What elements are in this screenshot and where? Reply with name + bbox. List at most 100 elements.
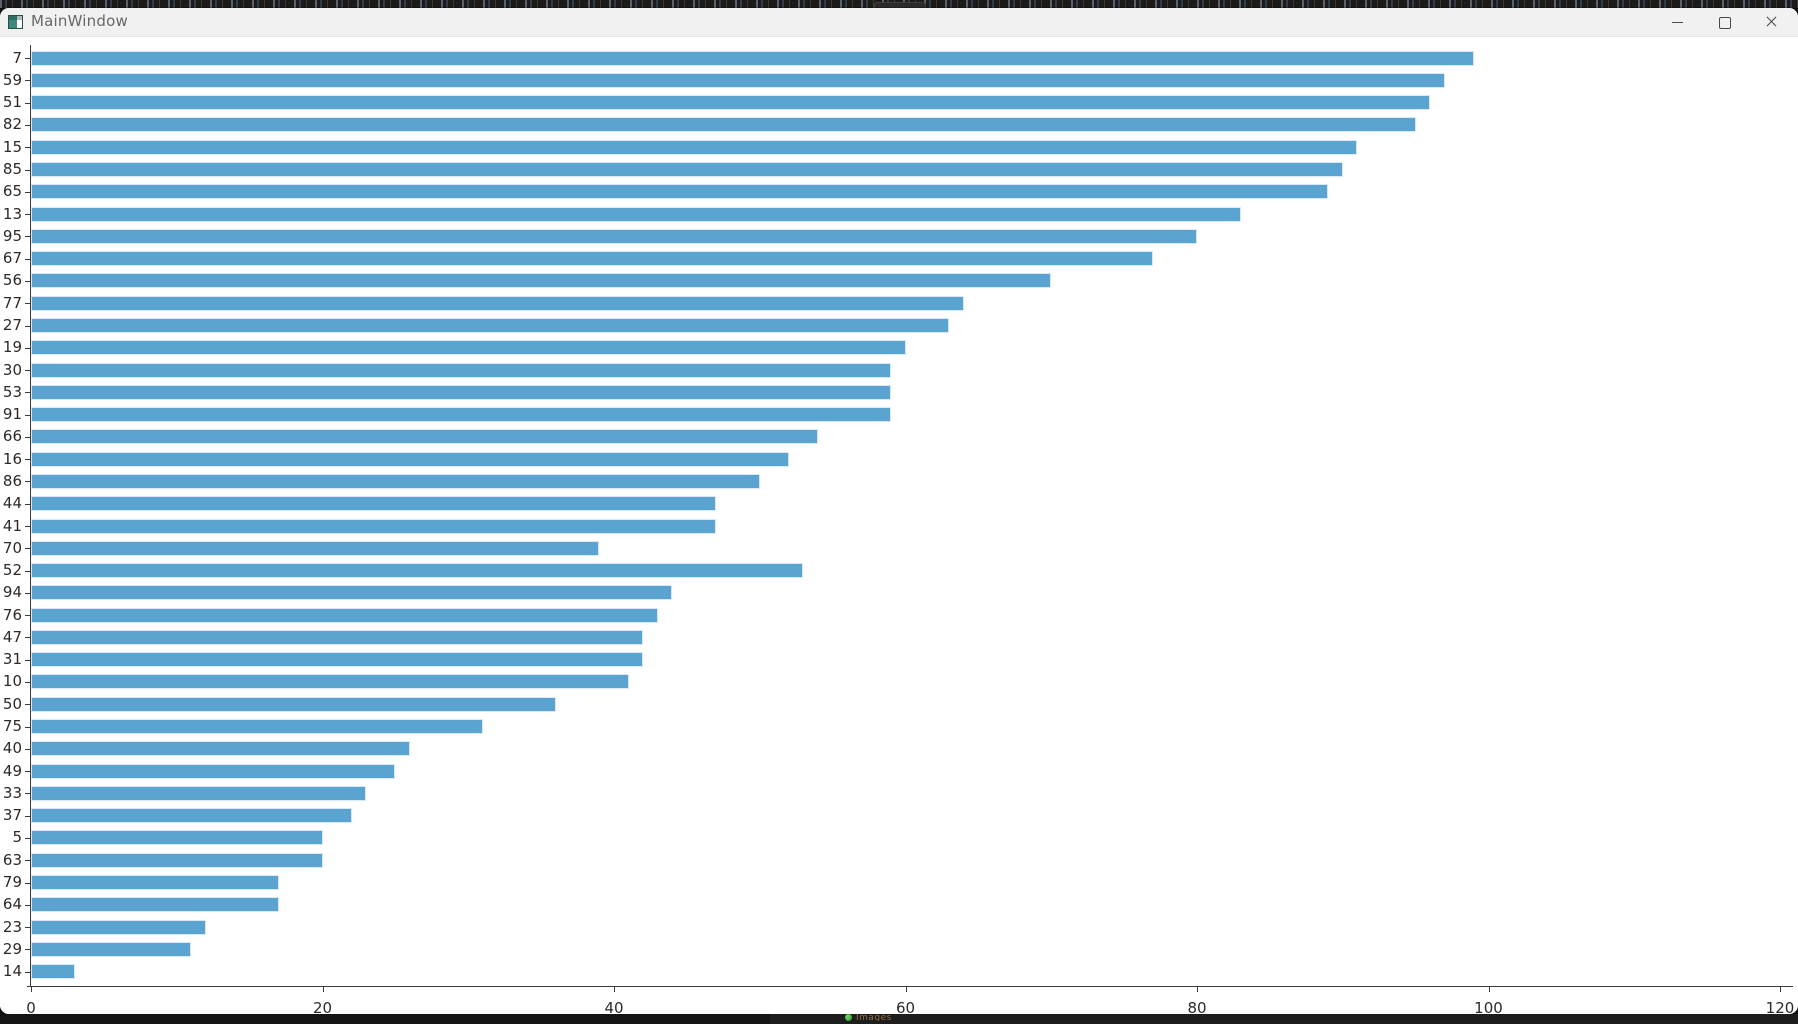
y-tick: [25, 816, 30, 817]
y-tick-label: 70: [2, 538, 22, 557]
y-tick-label: 94: [2, 583, 22, 602]
tray-label: Images: [856, 1013, 892, 1021]
y-tick-label: 65: [2, 182, 22, 201]
x-tick-label: 60: [895, 999, 916, 1017]
bar: [31, 652, 644, 668]
bar: [31, 585, 673, 601]
y-tick-label: 19: [2, 338, 22, 357]
y-tick: [25, 860, 30, 861]
window-titlebar[interactable]: MainWindow: [0, 8, 1798, 37]
y-tick: [25, 593, 30, 594]
y-tick-label: 41: [2, 516, 22, 535]
x-axis-spine: [27, 986, 1793, 987]
bar: [31, 117, 1416, 133]
y-tick-label: 33: [2, 783, 22, 802]
y-tick: [25, 259, 30, 260]
y-tick: [25, 170, 30, 171]
y-tick: [25, 660, 30, 661]
y-tick-label: 5: [12, 828, 22, 847]
minimize-button[interactable]: [1654, 8, 1701, 36]
bar: [31, 696, 556, 712]
close-button[interactable]: [1748, 8, 1795, 36]
y-tick: [25, 883, 30, 884]
y-tick-label: 44: [2, 494, 22, 513]
y-tick-label: 13: [2, 204, 22, 223]
y-tick: [25, 214, 30, 215]
y-tick-label: 31: [2, 650, 22, 669]
y-tick-label: 14: [2, 962, 22, 981]
y-tick-label: 91: [2, 405, 22, 424]
y-tick-label: 37: [2, 806, 22, 825]
y-tick-label: 64: [2, 895, 22, 914]
x-tick-label: 100: [1474, 999, 1503, 1017]
y-tick-label: 52: [2, 561, 22, 580]
bar: [31, 295, 964, 311]
y-tick-label: 95: [2, 226, 22, 245]
y-tick: [25, 949, 30, 950]
y-tick-label: 30: [2, 360, 22, 379]
bar: [31, 139, 1358, 155]
y-tick-label: 77: [2, 293, 22, 312]
y-tick: [25, 504, 30, 505]
y-tick-label: 76: [2, 605, 22, 624]
y-tick-label: 66: [2, 427, 22, 446]
y-tick-label: 86: [2, 471, 22, 490]
main-window: MainWindow 7 59 51 82 15 85 65 13 95 67 56 77 27 19 30…: [0, 8, 1798, 1017]
bar: [31, 808, 352, 824]
bar: [31, 741, 410, 757]
y-tick: [25, 793, 30, 794]
y-tick: [25, 459, 30, 460]
bar: [31, 964, 75, 980]
minimize-icon: [1672, 22, 1683, 23]
y-tick: [25, 281, 30, 282]
y-tick: [25, 326, 30, 327]
x-tick: [1489, 987, 1490, 992]
y-tick: [25, 727, 30, 728]
y-tick: [25, 927, 30, 928]
bar: [31, 719, 483, 735]
y-tick: [25, 749, 30, 750]
y-tick: [25, 481, 30, 482]
y-tick-label: 63: [2, 850, 22, 869]
bar: [31, 451, 789, 467]
y-tick-label: 27: [2, 316, 22, 334]
y-tick: [25, 615, 30, 616]
y-tick: [25, 526, 30, 527]
y-tick-label: 10: [2, 672, 22, 691]
y-tick: [25, 58, 30, 59]
taskbar-segment: [0, 1014, 770, 1024]
y-tick-label: 23: [2, 917, 22, 936]
y-tick: [25, 236, 30, 237]
x-tick-label: 0: [26, 999, 36, 1017]
bar: [31, 875, 279, 890]
y-tick-label: 15: [2, 137, 22, 156]
bar: [31, 540, 600, 556]
y-tick-label: 40: [2, 739, 22, 758]
bar: [31, 785, 367, 801]
bar: [31, 228, 1197, 244]
bar: [31, 50, 1474, 66]
y-tick: [25, 125, 30, 126]
bar: [31, 95, 1431, 111]
y-tick-label: 49: [2, 761, 22, 780]
bar: [31, 429, 819, 445]
x-tick-label: 120: [1765, 999, 1795, 1017]
tray-green-icon[interactable]: [845, 1014, 852, 1021]
y-tick-label: 59: [2, 70, 22, 89]
y-tick-label: 56: [2, 271, 22, 290]
barh-chart-canvas: 7 59 51 82 15 85 65 13 95 67 56 77 27 19 30 53 91 66 16 86 4…: [0, 37, 1798, 1017]
bar: [31, 763, 396, 779]
taskbar-sliver: Images: [0, 1013, 1798, 1024]
maximize-button[interactable]: [1701, 8, 1748, 36]
y-tick: [25, 637, 30, 638]
bar: [31, 184, 1329, 200]
y-tick-label: 16: [2, 449, 22, 468]
y-tick: [25, 80, 30, 81]
y-tick-label: 50: [2, 694, 22, 713]
x-tick: [323, 987, 324, 992]
app-icon: [8, 15, 23, 29]
y-tick-label: 67: [2, 249, 22, 268]
bar: [31, 340, 906, 356]
y-tick: [25, 415, 30, 416]
